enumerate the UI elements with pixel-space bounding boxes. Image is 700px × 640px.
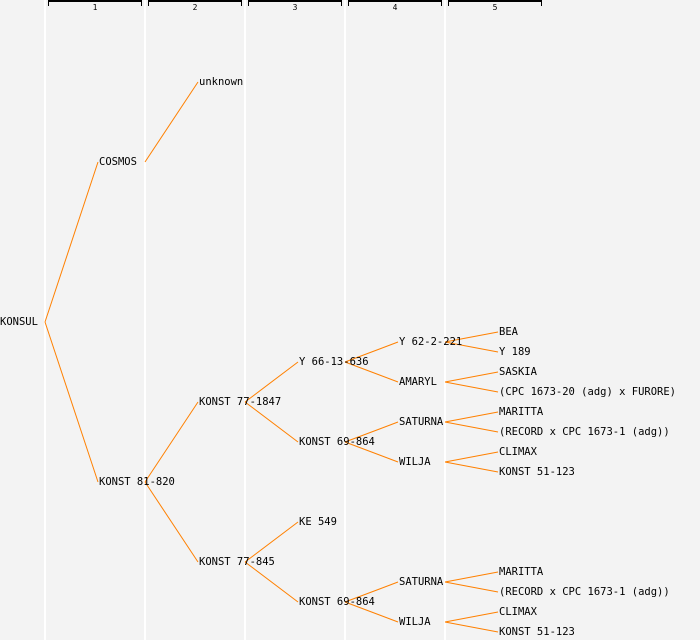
pedigree-link [444, 461, 499, 473]
pedigree-node[interactable]: Y 62-2-221 [399, 336, 463, 348]
pedigree-node[interactable]: SASKIA [499, 366, 537, 378]
pedigree-node[interactable]: WILJA [399, 616, 431, 628]
pedigree-link [344, 441, 399, 463]
pedigree-node[interactable]: KONST 69-864 [299, 596, 375, 608]
pedigree-link [244, 521, 299, 563]
pedigree-node[interactable]: KONSUL [0, 316, 38, 328]
pedigree-node[interactable]: CLIMAX [499, 446, 537, 458]
pedigree-link [244, 561, 299, 603]
generation-header-5: 5 [448, 0, 542, 12]
pedigree-link [444, 411, 499, 423]
pedigree-node[interactable]: (RECORD x CPC 1673-1 (adg)) [499, 426, 670, 438]
pedigree-link [144, 401, 199, 483]
pedigree-link [444, 571, 499, 583]
pedigree-node[interactable]: MARITTA [499, 406, 544, 418]
generation-header-label: 1 [92, 3, 98, 12]
pedigree-link [444, 381, 499, 393]
pedigree-node[interactable]: COSMOS [99, 156, 137, 168]
pedigree-link [444, 451, 499, 463]
pedigree-node[interactable]: Y 66-13-636 [299, 356, 369, 368]
pedigree-node[interactable]: Y 189 [499, 346, 531, 358]
pedigree-link [444, 421, 499, 433]
pedigree-link [244, 401, 299, 443]
pedigree-link [44, 161, 99, 323]
column-separator [244, 0, 246, 640]
pedigree-node[interactable]: KONST 81-820 [99, 476, 175, 488]
generation-header-1: 1 [48, 0, 142, 12]
column-separator [144, 0, 146, 640]
pedigree-node[interactable]: KONST 77-1847 [199, 396, 282, 408]
generation-header-label: 4 [392, 3, 398, 12]
pedigree-node[interactable]: KONST 51-123 [499, 626, 575, 638]
column-separator [344, 0, 346, 640]
pedigree-link [44, 321, 99, 483]
generation-header-label: 3 [292, 3, 298, 12]
pedigree-node[interactable]: SATURNA [399, 416, 444, 428]
generation-header-4: 4 [348, 0, 442, 12]
pedigree-node[interactable]: (CPC 1673-20 (adg) x FURORE) [499, 386, 677, 398]
pedigree-link [444, 331, 499, 343]
pedigree-link [344, 601, 399, 623]
generation-header-label: 5 [492, 3, 498, 12]
pedigree-node[interactable]: unknown [199, 76, 244, 88]
generation-header-2: 2 [148, 0, 242, 12]
pedigree-node[interactable]: KE 549 [299, 516, 337, 528]
pedigree-link [444, 341, 499, 353]
pedigree-node[interactable]: AMARYL [399, 376, 437, 388]
pedigree-node[interactable]: SATURNA [399, 576, 444, 588]
pedigree-link [344, 341, 399, 363]
pedigree-node[interactable]: MARITTA [499, 566, 544, 578]
pedigree-node[interactable]: KONST 51-123 [499, 466, 575, 478]
pedigree-link [444, 581, 499, 593]
pedigree-link [444, 371, 499, 383]
pedigree-node[interactable]: KONST 77-845 [199, 556, 275, 568]
column-separator [44, 0, 46, 640]
pedigree-link [444, 611, 499, 623]
pedigree-node[interactable]: (RECORD x CPC 1673-1 (adg)) [499, 586, 670, 598]
pedigree-link [344, 421, 399, 443]
pedigree-link [344, 581, 399, 603]
pedigree-link [344, 361, 399, 383]
pedigree-node[interactable]: KONST 69-864 [299, 436, 375, 448]
pedigree-link [144, 81, 199, 163]
generation-header-label: 2 [192, 3, 198, 12]
pedigree-link [244, 361, 299, 403]
pedigree-link [144, 481, 199, 563]
pedigree-node[interactable]: BEA [499, 326, 518, 338]
generation-header-3: 3 [248, 0, 342, 12]
pedigree-node[interactable]: CLIMAX [499, 606, 537, 618]
pedigree-node[interactable]: WILJA [399, 456, 431, 468]
pedigree-link [444, 621, 499, 633]
column-separator [444, 0, 446, 640]
